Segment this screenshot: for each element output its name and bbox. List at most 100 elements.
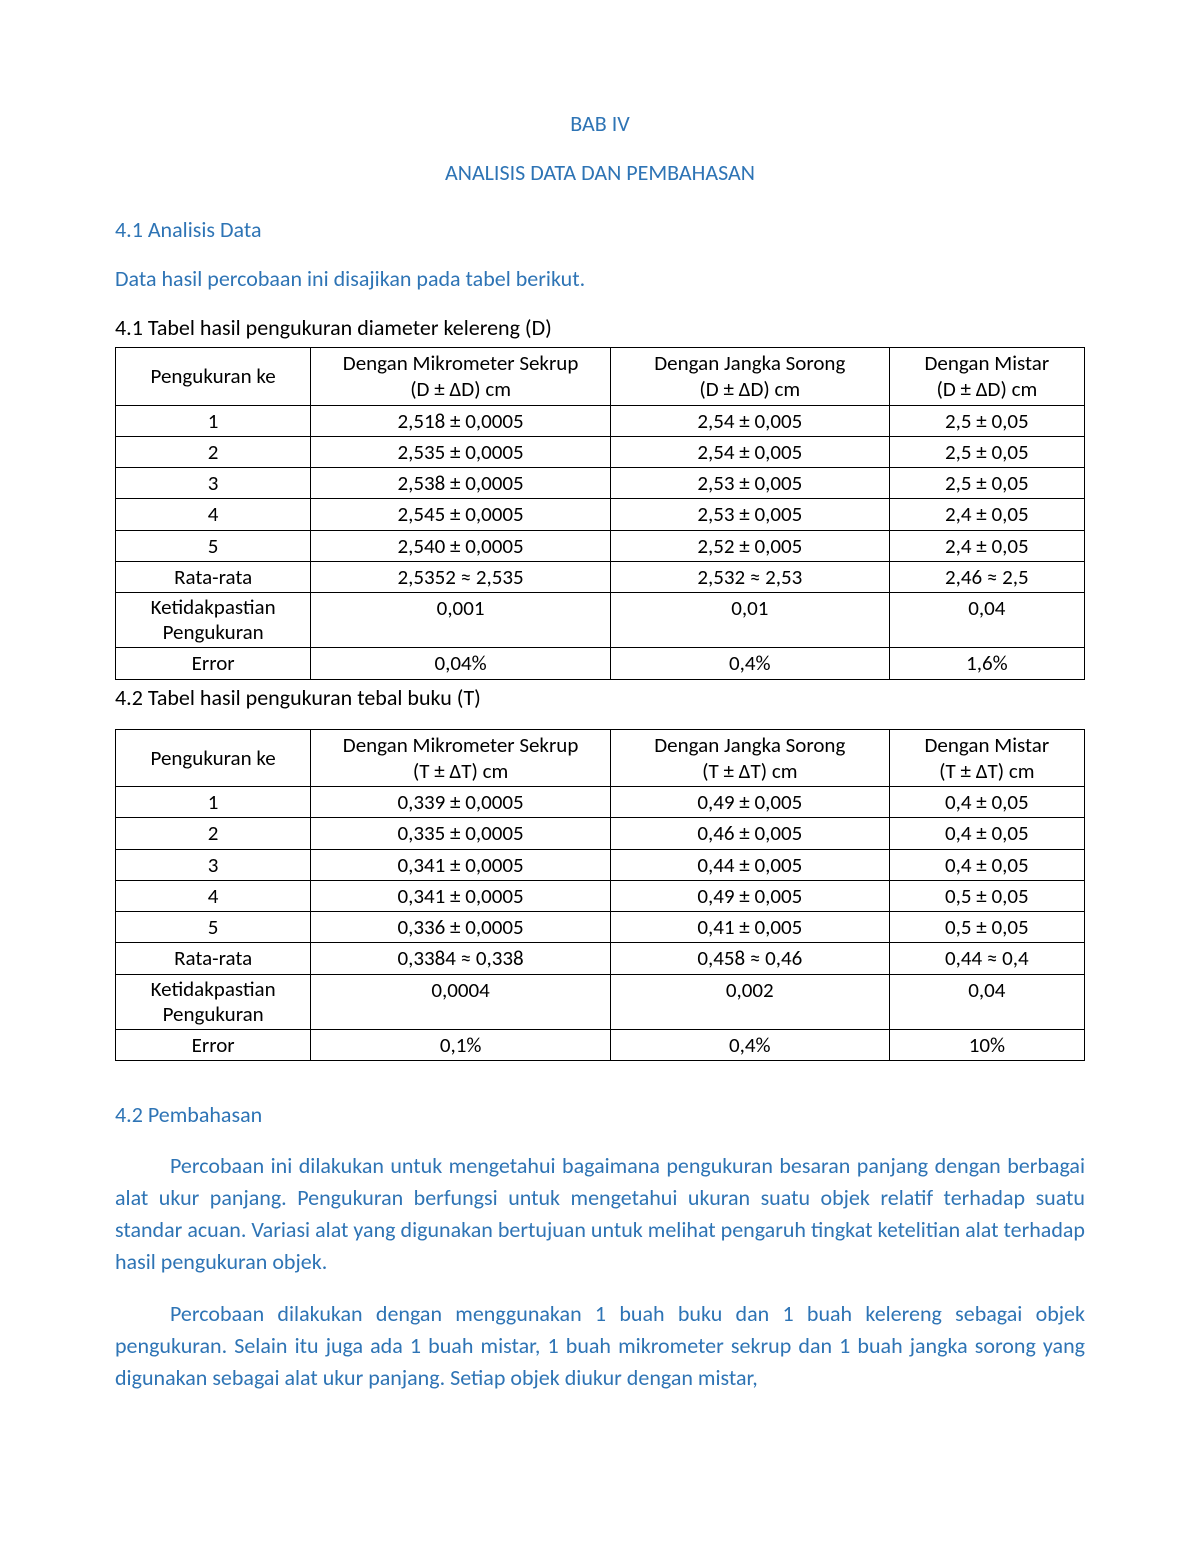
cell: Rata-rata [116,943,311,974]
table-tebal-buku: Pengukuran ke Dengan Mikrometer Sekrup (… [115,729,1085,1062]
cell: Error [116,1030,311,1061]
cell: 0,04% [311,648,611,679]
cell: 0,5 ± 0,05 [889,880,1084,911]
cell: 0,44 ≈ 0,4 [889,943,1084,974]
cell: Rata-rata [116,561,311,592]
cell: 0,3384 ≈ 0,338 [311,943,611,974]
cell: 0,4 ± 0,05 [889,787,1084,818]
cell: 5 [116,530,311,561]
table-row: KetidakpastianPengukuran 0,0004 0,002 0,… [116,974,1085,1029]
cell: 2,532 ≈ 2,53 [610,561,889,592]
chapter-subtitle: ANALISIS DATA DAN PEMBAHASAN [115,159,1085,186]
cell: 4 [116,880,311,911]
th-mistar-l2: (D ± ΔD) cm [936,376,1037,402]
cell: 5 [116,912,311,943]
table-header-row: Pengukuran ke Dengan Mikrometer Sekrup (… [116,348,1085,406]
cell: 2,4 ± 0,05 [889,530,1084,561]
table-row: 1 0,339 ± 0,0005 0,49 ± 0,005 0,4 ± 0,05 [116,787,1085,818]
cell: 2,5 ± 0,05 [889,468,1084,499]
section-heading-4-2: 4.2 Pembahasan [115,1101,1085,1128]
th-mikrometer: Dengan Mikrometer Sekrup (T ± ΔT) cm [311,729,611,787]
table-row: 4 2,545 ± 0,0005 2,53 ± 0,005 2,4 ± 0,05 [116,499,1085,530]
table-1-caption: 4.1 Tabel hasil pengukuran diameter kele… [115,314,1085,341]
document-page: BAB IV ANALISIS DATA DAN PEMBAHASAN 4.1 … [0,0,1200,1553]
cell: 0,341 ± 0,0005 [311,880,611,911]
cell: 2,518 ± 0,0005 [311,405,611,436]
cell: 0,46 ± 0,005 [610,818,889,849]
cell: 2,5352 ≈ 2,535 [311,561,611,592]
cell: 1 [116,405,311,436]
table-row: Rata-rata 0,3384 ≈ 0,338 0,458 ≈ 0,46 0,… [116,943,1085,974]
table-row: 1 2,518 ± 0,0005 2,54 ± 0,005 2,5 ± 0,05 [116,405,1085,436]
cell: 1,6% [889,648,1084,679]
table-diameter-kelereng: Pengukuran ke Dengan Mikrometer Sekrup (… [115,347,1085,680]
table-row: 2 2,535 ± 0,0005 2,54 ± 0,005 2,5 ± 0,05 [116,436,1085,467]
paragraph-2-text: Percobaan dilakukan dengan menggunakan 1… [115,1300,1085,1391]
cell: 0,41 ± 0,005 [610,912,889,943]
table-row: 3 0,341 ± 0,0005 0,44 ± 0,005 0,4 ± 0,05 [116,849,1085,880]
cell: 10% [889,1030,1084,1061]
cell: 2 [116,818,311,849]
cell: 0,001 [311,593,611,648]
cell: 2 [116,436,311,467]
table-row: Error 0,04% 0,4% 1,6% [116,648,1085,679]
cell: 2,540 ± 0,0005 [311,530,611,561]
section-intro: Data hasil percobaan ini disajikan pada … [115,265,1085,292]
cell: 2,545 ± 0,0005 [311,499,611,530]
table-2-caption: 4.2 Tabel hasil pengukuran tebal buku (T… [115,684,1085,711]
paragraph-2: Percobaan dilakukan dengan menggunakan 1… [115,1298,1085,1394]
cell: 4 [116,499,311,530]
table-row: Rata-rata 2,5352 ≈ 2,535 2,532 ≈ 2,53 2,… [116,561,1085,592]
th-jangka-l2: (T ± ΔT) cm [702,758,797,784]
cell: 0,0004 [311,974,611,1029]
th-mikrometer: Dengan Mikrometer Sekrup (D ± ΔD) cm [311,348,611,406]
th-mikrometer-l1: Dengan Mikrometer Sekrup [343,350,579,376]
table-row: 2 0,335 ± 0,0005 0,46 ± 0,005 0,4 ± 0,05 [116,818,1085,849]
cell: KetidakpastianPengukuran [116,593,311,648]
cell: 2,46 ≈ 2,5 [889,561,1084,592]
table-row: Error 0,1% 0,4% 10% [116,1030,1085,1061]
th-mikrometer-l1: Dengan Mikrometer Sekrup [343,732,579,758]
cell: 0,458 ≈ 0,46 [610,943,889,974]
th-mistar-l1: Dengan Mistar [925,350,1050,376]
th-mistar-l2: (T ± ΔT) cm [939,758,1034,784]
cell: 2,54 ± 0,005 [610,436,889,467]
cell: 1 [116,787,311,818]
paragraph-1-text: Percobaan ini dilakukan untuk mengetahui… [115,1152,1085,1275]
cell: 0,01 [610,593,889,648]
th-mistar-l1: Dengan Mistar [925,732,1050,758]
cell: 2,53 ± 0,005 [610,499,889,530]
cell: 0,04 [889,974,1084,1029]
th-mistar: Dengan Mistar (D ± ΔD) cm [889,348,1084,406]
table-row: KetidakpastianPengukuran 0,001 0,01 0,04 [116,593,1085,648]
cell: 2,535 ± 0,0005 [311,436,611,467]
th-mikrometer-l2: (D ± ΔD) cm [410,376,511,402]
cell: 0,336 ± 0,0005 [311,912,611,943]
cell: 0,4% [610,1030,889,1061]
cell: 0,002 [610,974,889,1029]
th-pengukuran: Pengukuran ke [116,729,311,787]
cell: 0,4% [610,648,889,679]
table-row: 5 2,540 ± 0,0005 2,52 ± 0,005 2,4 ± 0,05 [116,530,1085,561]
table-header-row: Pengukuran ke Dengan Mikrometer Sekrup (… [116,729,1085,787]
cell: 0,5 ± 0,05 [889,912,1084,943]
cell: 2,5 ± 0,05 [889,405,1084,436]
cell: 0,1% [311,1030,611,1061]
cell: 0,04 [889,593,1084,648]
cell: 2,53 ± 0,005 [610,468,889,499]
cell: 3 [116,849,311,880]
chapter-title: BAB IV [115,110,1085,137]
cell: KetidakpastianPengukuran [116,974,311,1029]
cell: Error [116,648,311,679]
cell: 0,4 ± 0,05 [889,849,1084,880]
cell: 2,5 ± 0,05 [889,436,1084,467]
cell: 3 [116,468,311,499]
th-jangka-l1: Dengan Jangka Sorong [654,350,845,376]
cell: 0,335 ± 0,0005 [311,818,611,849]
table-row: 3 2,538 ± 0,0005 2,53 ± 0,005 2,5 ± 0,05 [116,468,1085,499]
cell: 2,54 ± 0,005 [610,405,889,436]
th-jangka-l2: (D ± ΔD) cm [699,376,800,402]
cell: 0,4 ± 0,05 [889,818,1084,849]
cell: 0,49 ± 0,005 [610,880,889,911]
th-jangka-l1: Dengan Jangka Sorong [654,732,845,758]
